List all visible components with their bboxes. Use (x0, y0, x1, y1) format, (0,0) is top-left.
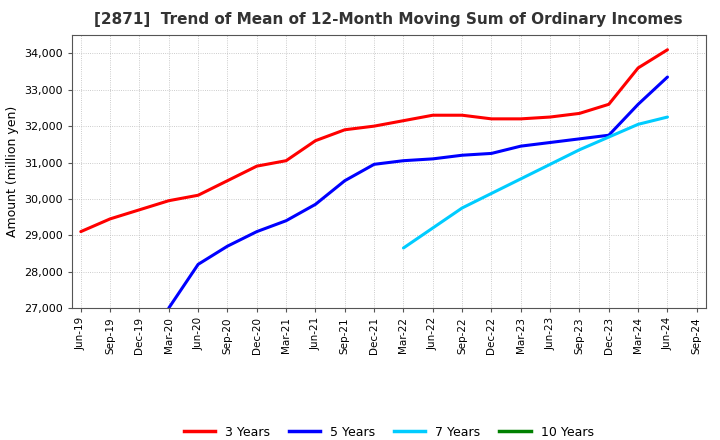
Legend: 3 Years, 5 Years, 7 Years, 10 Years: 3 Years, 5 Years, 7 Years, 10 Years (179, 421, 598, 440)
Title: [2871]  Trend of Mean of 12-Month Moving Sum of Ordinary Incomes: [2871] Trend of Mean of 12-Month Moving … (94, 12, 683, 27)
Y-axis label: Amount (million yen): Amount (million yen) (6, 106, 19, 237)
